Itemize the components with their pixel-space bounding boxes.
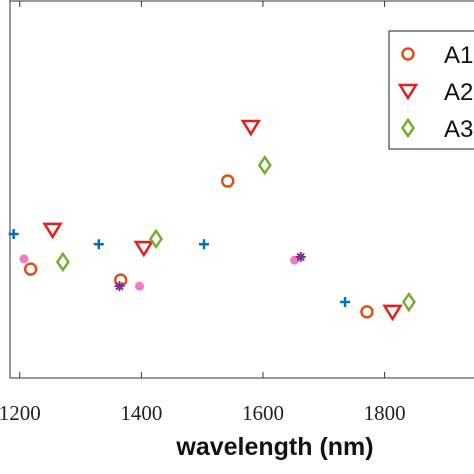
marker-shape: [382, 304, 403, 322]
marker: [135, 281, 145, 291]
x-tick-label: 1800: [364, 401, 406, 425]
marker: [382, 304, 403, 322]
marker-shape: [340, 297, 351, 308]
marker: [340, 297, 351, 308]
marker: [401, 47, 415, 61]
legend-label: A2: [444, 79, 473, 106]
marker-shape: [220, 174, 235, 188]
marker: [19, 254, 29, 264]
x-tick-label: 1400: [120, 401, 162, 425]
marker-shape: [133, 240, 155, 258]
marker: [220, 174, 235, 188]
marker-shape: [295, 252, 306, 263]
marker-shape: [257, 154, 272, 176]
marker-shape: [114, 281, 125, 292]
marker: [148, 228, 163, 250]
marker-shape: [401, 47, 415, 61]
legend: A1 A2 A3: [388, 30, 474, 150]
marker: [114, 281, 125, 292]
marker: [400, 117, 416, 139]
marker-shape: [198, 239, 209, 250]
marker: [240, 119, 262, 137]
marker: [55, 251, 70, 273]
marker-shape: [397, 83, 419, 101]
marker-shape: [135, 281, 145, 291]
marker: [397, 83, 419, 101]
marker-shape: [8, 228, 19, 239]
marker: [133, 240, 155, 258]
marker-shape: [240, 119, 262, 137]
marker: [198, 239, 209, 250]
marker-shape: [42, 222, 63, 240]
marker: [295, 252, 306, 263]
marker-shape: [360, 305, 374, 319]
marker: [257, 154, 272, 176]
marker-shape: [55, 251, 70, 273]
legend-label: A3: [444, 116, 473, 143]
x-tick-label: 1600: [242, 401, 284, 425]
marker-shape: [19, 254, 29, 264]
marker: [8, 228, 19, 239]
x-tick-label: 1200: [0, 401, 41, 425]
legend-label: A1: [444, 42, 473, 69]
marker: [401, 291, 416, 313]
marker-shape: [93, 239, 104, 250]
marker-shape: [401, 291, 416, 313]
marker: [93, 239, 104, 250]
marker: [42, 222, 63, 240]
marker: [360, 305, 374, 319]
marker-shape: [400, 117, 416, 139]
marker: [23, 262, 38, 276]
x-axis-label: wavelength (nm): [175, 433, 373, 461]
marker-shape: [23, 262, 38, 276]
marker-shape: [148, 228, 163, 250]
